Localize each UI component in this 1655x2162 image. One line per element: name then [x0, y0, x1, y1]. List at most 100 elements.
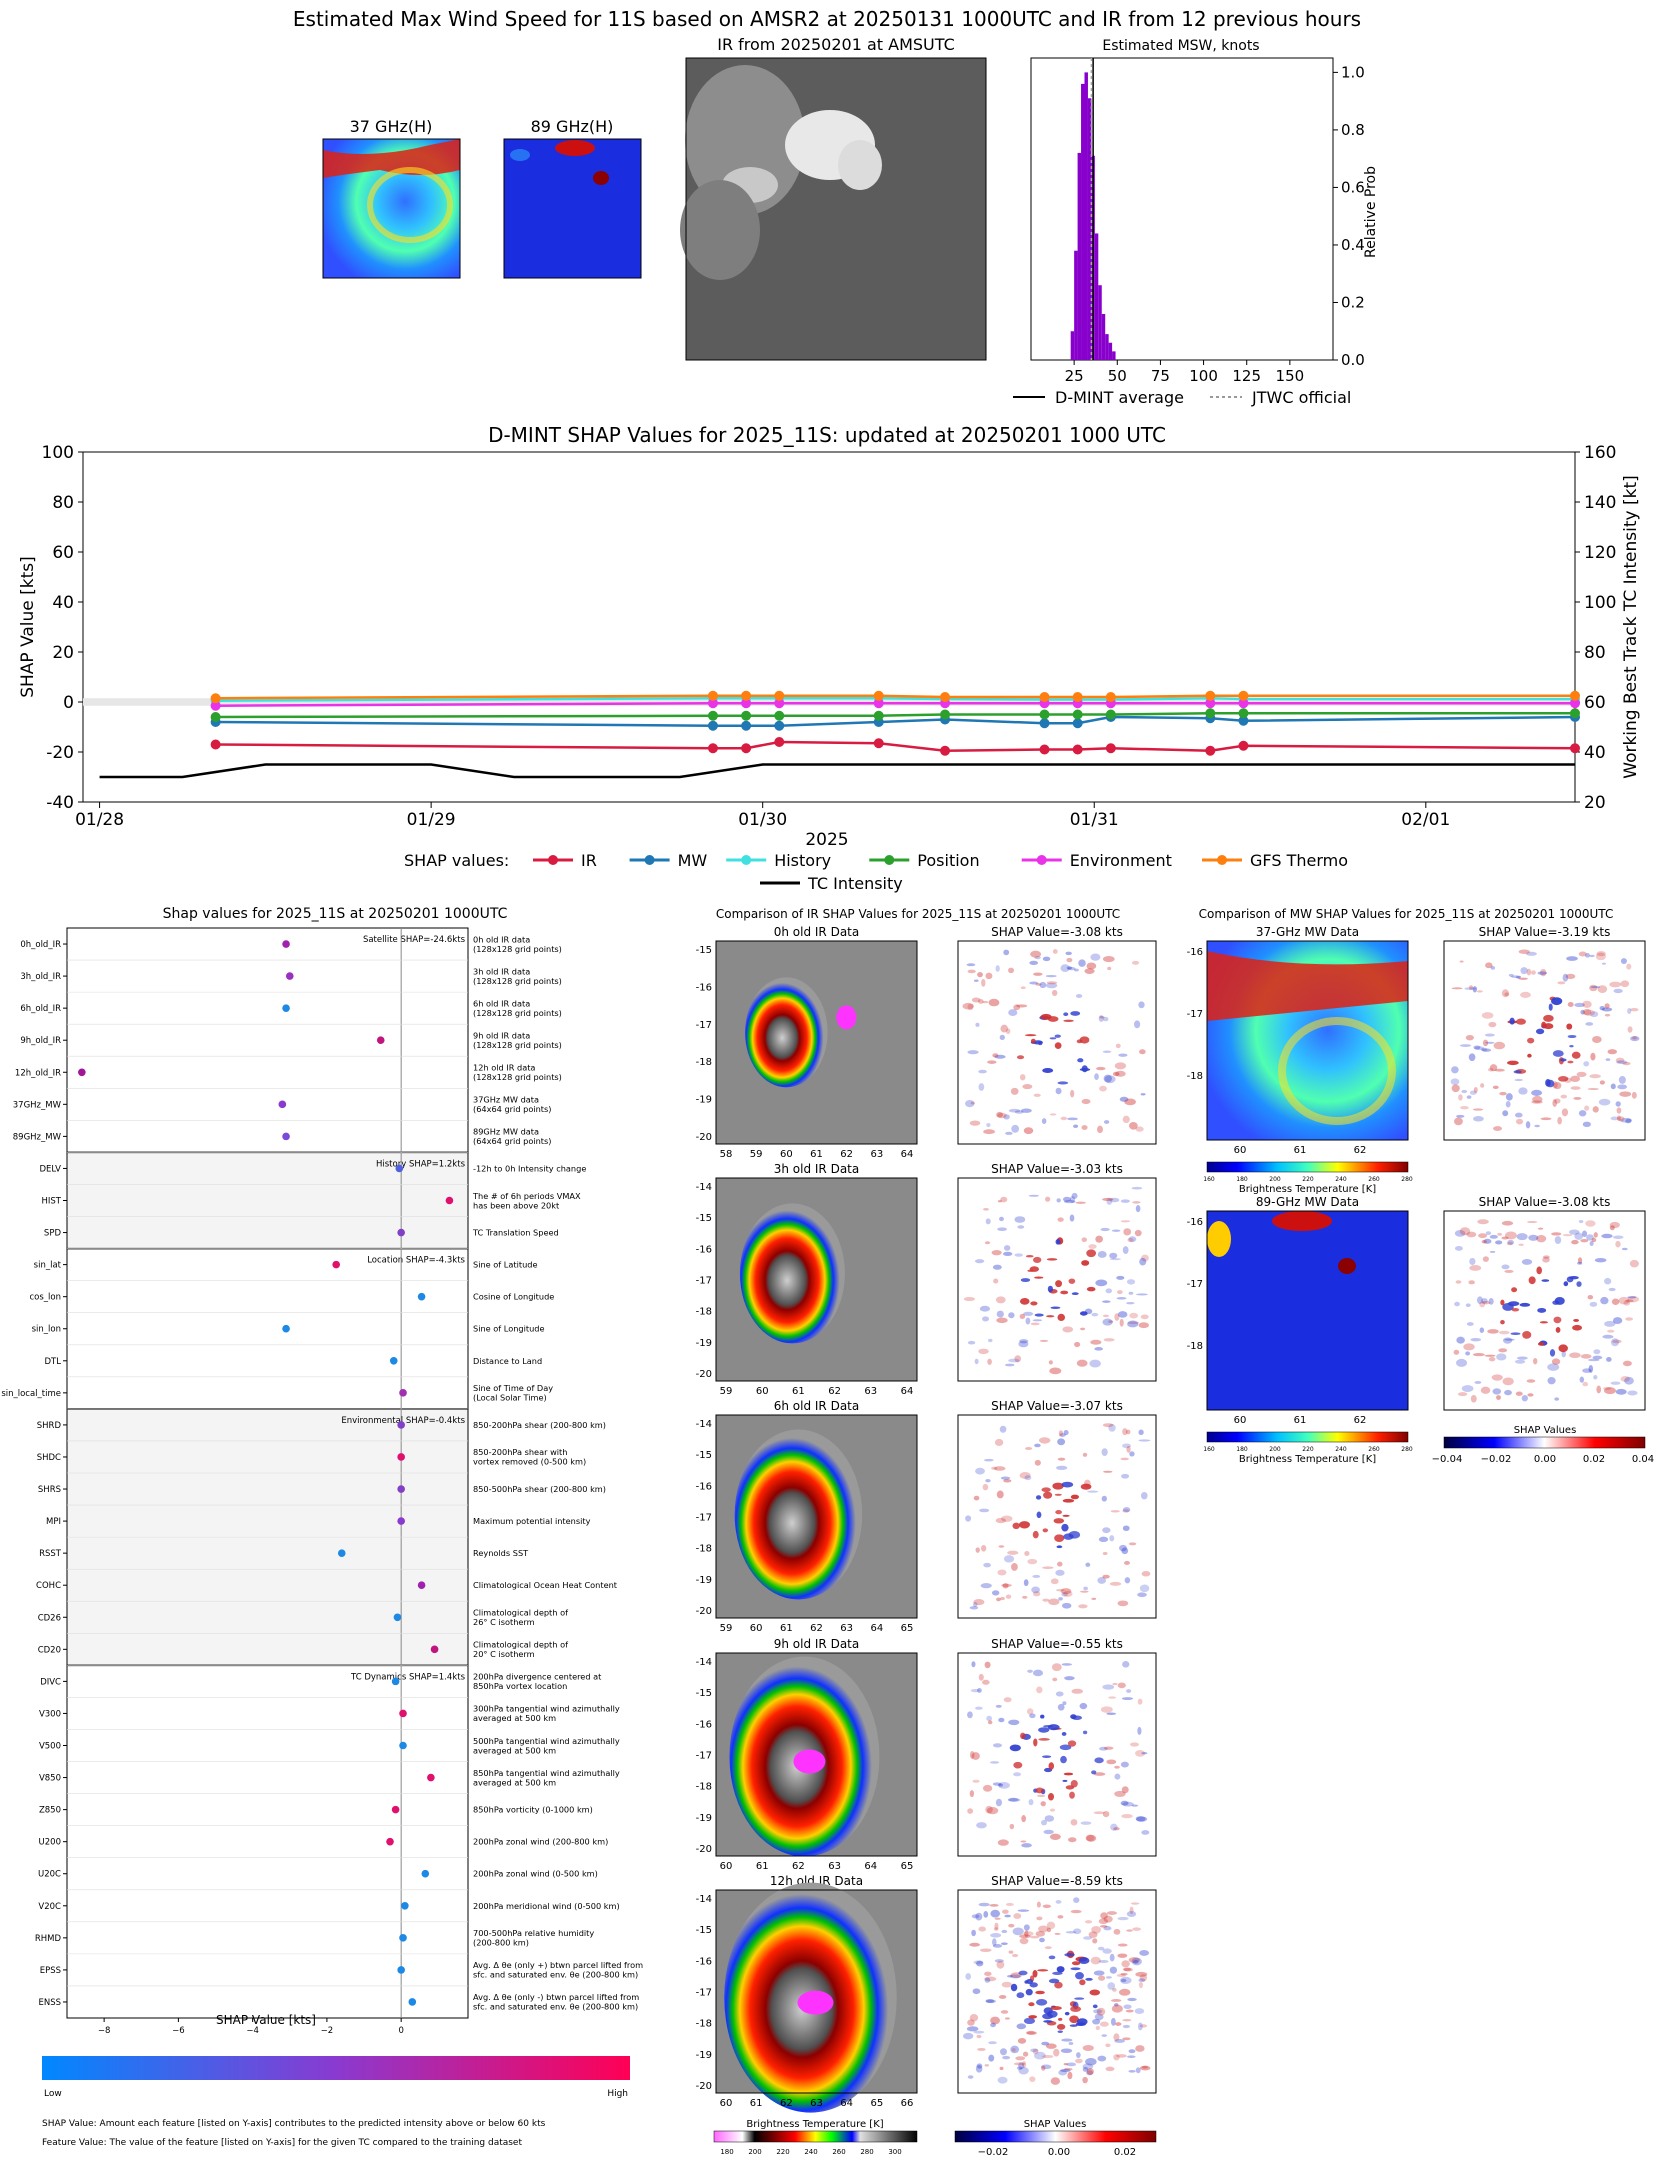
- timeseries-legend: SHAP values: IR MW History Position Environm…: [404, 851, 1348, 893]
- msw-legend: D-MINT average JTWC official: [1013, 388, 1351, 407]
- ir-shap-blob: [1097, 2055, 1107, 2062]
- ir-shap-blob: [1103, 1746, 1114, 1750]
- ir-lon-tick: 59: [720, 1386, 733, 1397]
- hist-bar: [1105, 334, 1109, 360]
- ir-shap-blob: [1034, 1443, 1041, 1448]
- mw-shap-blob: [1567, 1034, 1577, 1039]
- series-point: [774, 698, 785, 709]
- mw-shap-blob: [1597, 985, 1608, 994]
- ir-shap-blob: [1032, 1969, 1038, 1978]
- ts-xtick-label: 01/31: [1070, 810, 1119, 830]
- mw-shap-blob: [1536, 1266, 1542, 1275]
- mw-shap-blob: [1599, 1080, 1605, 1085]
- ir-row-label: 3h old IR Data: [774, 1162, 860, 1176]
- hist-bar: [1098, 285, 1102, 360]
- ir-lon-tick: 61: [792, 1386, 805, 1397]
- ir-shap-blob: [1121, 1547, 1129, 1555]
- ir-shap-blob: [969, 1942, 980, 1947]
- ir-lon-tick: 61: [780, 1623, 793, 1634]
- ir-shap-blob: [1113, 1928, 1121, 1935]
- ir-shap-blob: [1041, 2065, 1046, 2071]
- mw-shap-blob: [1519, 1302, 1531, 1307]
- mw-shap-blob: [1630, 1036, 1640, 1042]
- ir-shap-blob: [1103, 1338, 1115, 1342]
- ir-shap-blob: [1108, 1696, 1117, 1699]
- ir-shap-blob: [1011, 1562, 1018, 1571]
- ir-shap-blob: [1028, 2015, 1038, 2019]
- ir-shap-blob: [1063, 1012, 1069, 1017]
- mw-lon-tick: 61: [1294, 1415, 1307, 1426]
- ir-shap-blob: [976, 2063, 983, 2069]
- mw-shap-blob: [1454, 1229, 1466, 1237]
- ir-shap-blob: [1079, 1702, 1088, 1710]
- ir-shap-blob: [970, 1101, 975, 1105]
- mw-shap-blob: [1570, 1075, 1581, 1083]
- mw-shap-blob: [1589, 1241, 1594, 1247]
- series-point: [1072, 709, 1083, 720]
- ir-shap-blob: [995, 965, 1000, 972]
- ir-shap-blob: [1082, 2063, 1094, 2070]
- mw-shap-blob: [1548, 1003, 1553, 1011]
- ir-shap-blob: [986, 1122, 991, 1128]
- ir-shap-blob: [1069, 1791, 1075, 1799]
- ir-shap-blob: [1074, 1341, 1081, 1348]
- mw-shap-blob: [1566, 1276, 1574, 1283]
- ir-shap-blob: [1128, 1291, 1134, 1295]
- ir-shap-blob: [967, 2075, 974, 2079]
- ir-shap-blob: [1093, 1970, 1105, 1976]
- ir-shap-blob: [1115, 2022, 1122, 2026]
- feature-desc: sfc. and saturated env. θe (200-800 km): [473, 2002, 638, 2012]
- series-point: [1238, 690, 1249, 701]
- ir-shap-blob: [1134, 1229, 1142, 1237]
- mw-shap-frame: [1443, 940, 1646, 1141]
- ir-shap-blob: [1075, 1201, 1087, 1204]
- ir-shap-blob: [989, 1904, 999, 1907]
- ir-shap-blob: [1086, 1249, 1097, 1258]
- ir-shap-blob: [1041, 2041, 1050, 2046]
- ir-shap-blob: [1025, 1988, 1033, 1996]
- ir-shap-blob: [1002, 1909, 1009, 1914]
- mw-shap-blob: [1625, 1299, 1634, 1303]
- ir-shap-blob: [1038, 1738, 1050, 1741]
- ts-y2tick-label: 120: [1584, 543, 1616, 563]
- ir-shap-blob: [1092, 2018, 1101, 2025]
- ir-shap-blob: [1127, 1237, 1134, 1243]
- mw-shap-blob: [1577, 1261, 1583, 1265]
- ir-shap-blob: [1005, 1594, 1012, 1599]
- mw-shap-blob: [1619, 1091, 1632, 1097]
- ir-shap-blob: [1071, 1688, 1084, 1694]
- ir-shap-blob: [1046, 1927, 1052, 1933]
- mw-shap-blob: [1580, 1009, 1585, 1015]
- mw-shap-blob: [1566, 956, 1578, 961]
- ir-shap-blob: [1086, 1286, 1096, 1292]
- ir-shap-blob: [1129, 1122, 1138, 1130]
- ir-shap-blob: [982, 1316, 990, 1322]
- mw-shap-blob: [1504, 1269, 1514, 1273]
- mw-shap-blob: [1469, 1265, 1482, 1271]
- ir-shap-blob: [1106, 1911, 1118, 1915]
- feature-dot: [401, 1901, 409, 1910]
- ir-shap-blob: [1000, 2010, 1009, 2014]
- mw-shap-blob: [1554, 1236, 1562, 1244]
- ir-shap-blob: [987, 1720, 993, 1725]
- feature-desc: Maximum potential intensity: [473, 1516, 591, 1526]
- ir-shap-blob: [973, 1960, 984, 1965]
- ir-shap-blob: [1100, 1912, 1108, 1920]
- mw-shap-blob: [1604, 1320, 1616, 1327]
- mw-bt-colorbar: [1206, 1431, 1409, 1443]
- ir-shap-blob: [1021, 1843, 1032, 1848]
- mw-shap-tick: −0.04: [1432, 1454, 1463, 1465]
- mw-shap-blob: [1457, 1392, 1468, 1397]
- ir-shap-blob: [1085, 1977, 1093, 1981]
- ir-shap-blob: [977, 999, 984, 1004]
- panel-ir-image: [680, 57, 987, 361]
- ir-shap-blob: [1056, 2023, 1066, 2030]
- mw-bt-tick: 260: [1368, 1446, 1380, 1453]
- ir-shap-blob: [1024, 1034, 1037, 1037]
- ir-shap-blob: [1070, 1779, 1078, 1788]
- ir-shap-blob: [1054, 1932, 1061, 1935]
- ir-shap-blob: [1034, 956, 1041, 960]
- feature-desc: Sine of Longitude: [473, 1324, 545, 1334]
- ir-shap-blob: [1065, 1931, 1077, 1934]
